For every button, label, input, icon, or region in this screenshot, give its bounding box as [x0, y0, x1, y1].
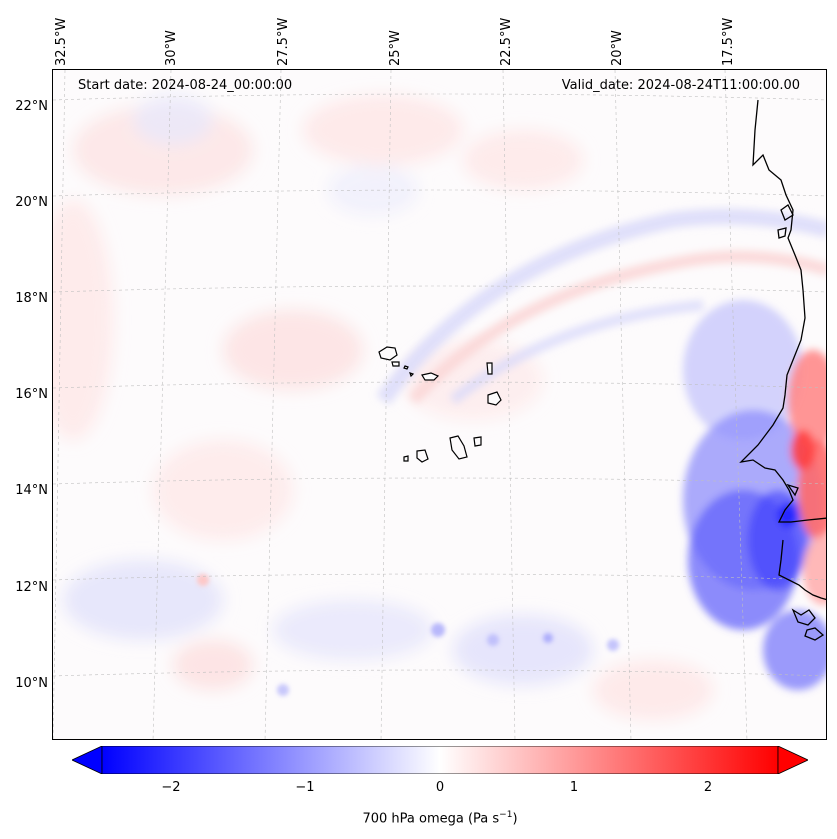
- lon-tick-label: 30°W: [164, 30, 179, 66]
- valid-date-label: Valid_date: 2024-08-24T11:00:00.00: [561, 78, 800, 93]
- lat-tick-label: 18°N: [15, 291, 48, 306]
- lat-tick-label: 14°N: [15, 483, 48, 498]
- colorbar-label: 700 hPa omega (Pa s−1): [300, 806, 580, 828]
- colorbar-tick-label: −2: [161, 780, 181, 795]
- lon-tick-label: 25°W: [388, 30, 403, 66]
- colorbar-tick-label: 0: [435, 780, 445, 795]
- coastal-convection: [683, 300, 826, 690]
- omega-field-map: [53, 70, 826, 739]
- colorbar-gradient: [101, 746, 779, 774]
- lon-tick-label: 20°W: [610, 30, 625, 66]
- colorbar-extend-max: [777, 746, 808, 774]
- lat-tick-label: 22°N: [15, 99, 48, 114]
- map-panel: Start date: 2024-08-24_00:00:00 Valid_da…: [52, 69, 827, 740]
- african-coastline: [739, 99, 826, 641]
- lat-tick-label: 16°N: [15, 387, 48, 402]
- colorbar-tick-label: 2: [703, 780, 713, 795]
- lat-tick-label: 20°N: [15, 195, 48, 210]
- lon-tick-label: 32.5°W: [54, 17, 69, 66]
- colorbar-tick-label: 1: [569, 780, 579, 795]
- colorbar-label-main: 700 hPa omega (Pa s: [362, 811, 500, 827]
- lat-tick-label: 12°N: [15, 580, 48, 595]
- arc-band: [376, 208, 826, 405]
- colorbar-label-end: ): [512, 811, 518, 827]
- colorbar-extend-min: [72, 746, 103, 774]
- colorbar-tick-label: −1: [295, 780, 315, 795]
- lon-tick-label: 27.5°W: [276, 17, 291, 66]
- colorbar-label-exponent: −1: [499, 810, 513, 820]
- lat-tick-label: 10°N: [15, 676, 48, 691]
- southern-cells: [197, 574, 619, 696]
- weak-anomaly-patches: [53, 95, 713, 720]
- colorbar: [72, 746, 808, 774]
- lon-tick-label: 22.5°W: [499, 17, 514, 66]
- cape-verde-islands: [378, 346, 502, 463]
- lon-tick-label: 17.5°W: [721, 17, 736, 66]
- start-date-label: Start date: 2024-08-24_00:00:00: [78, 78, 293, 93]
- graticule: [53, 70, 826, 739]
